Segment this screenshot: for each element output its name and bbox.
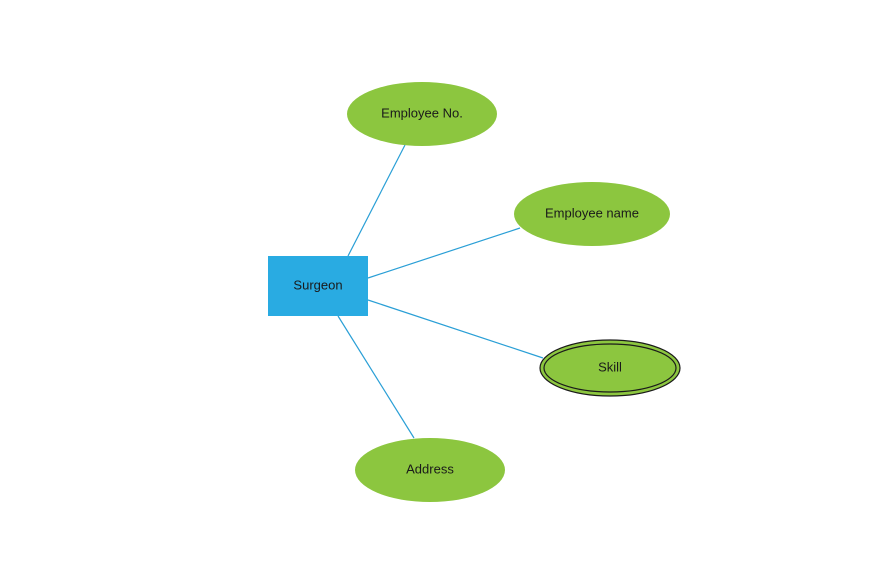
attribute-skill: Skill bbox=[540, 340, 680, 396]
er-diagram-canvas: Surgeon Employee No. Employee name Skill Add… bbox=[0, 0, 885, 570]
attribute-employee-no-label: Employee No. bbox=[381, 105, 463, 120]
attribute-employee-name-label: Employee name bbox=[545, 205, 639, 220]
attribute-skill-label: Skill bbox=[598, 359, 622, 374]
attribute-employee-name: Employee name bbox=[514, 182, 670, 246]
attribute-address-label: Address bbox=[406, 461, 454, 476]
entity-surgeon-label: Surgeon bbox=[293, 277, 342, 292]
attribute-employee-no: Employee No. bbox=[347, 82, 497, 146]
attribute-address: Address bbox=[355, 438, 505, 502]
